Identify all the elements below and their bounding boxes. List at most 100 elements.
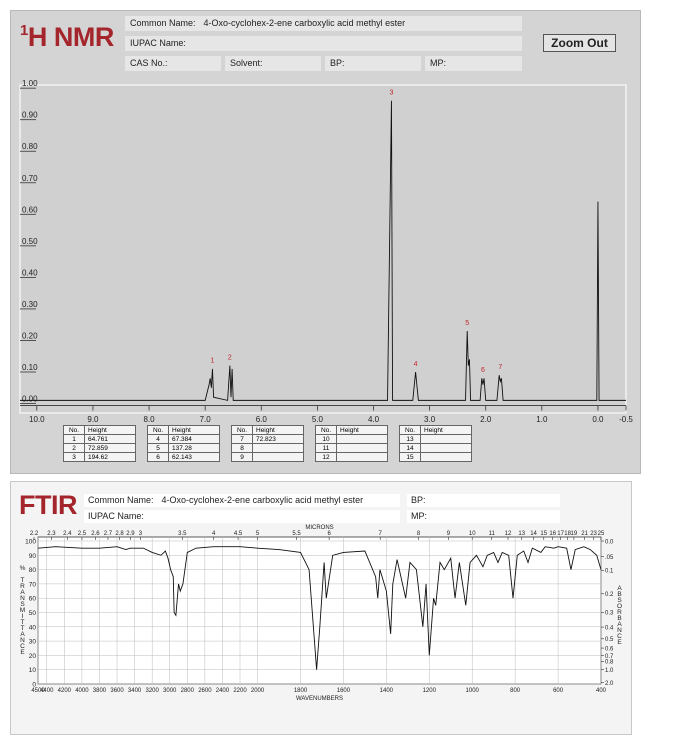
- y-tick-label: 0.10: [22, 363, 38, 372]
- field-label: CAS No.:: [130, 58, 168, 68]
- y2-tick-label: 0.0: [605, 539, 614, 545]
- peak-table: No. Height 13 14 15: [399, 425, 472, 462]
- field-label: Common Name:: [88, 495, 154, 505]
- cell: 14: [399, 443, 421, 453]
- peak-label: 7: [498, 364, 502, 371]
- x-tick-label: 1800: [294, 688, 308, 694]
- field-label: IUPAC Name:: [130, 38, 186, 48]
- x-tick-label: 2000: [251, 688, 265, 694]
- x-tick-label: 2800: [181, 688, 195, 694]
- x2-tick-label: 12: [505, 531, 512, 537]
- x2-tick-label: 23: [590, 531, 597, 537]
- header-cell: No.: [63, 425, 85, 435]
- y2-tick-label: 1.0: [605, 668, 614, 674]
- x-tick-label: 8.0: [143, 415, 155, 424]
- peak-row: 6 62.143: [147, 452, 220, 462]
- x2-tick-label: 3.5: [178, 531, 187, 537]
- peak-table: No. Height 1 64.761 2 72.859 3 194.62: [63, 425, 136, 462]
- cell: [420, 434, 472, 444]
- x-tick-label: 3400: [128, 688, 142, 694]
- spectrum-line: [37, 546, 602, 670]
- x2-tick-label: 2.9: [126, 531, 135, 537]
- peak-table: No. Height 4 67.384 5 137.28 6 62.143: [147, 425, 220, 462]
- cell: 7: [231, 434, 253, 444]
- y2-tick-label: 2.0: [605, 681, 614, 687]
- zoom-out-button[interactable]: Zoom Out: [543, 34, 616, 52]
- common-name-field: Common Name: 4-Oxo-cyclohex-2-ene carboxy…: [125, 16, 522, 31]
- header-row: No. Height: [147, 425, 220, 435]
- cell: 10: [315, 434, 337, 444]
- y-tick-label: 0.80: [22, 142, 38, 151]
- x2-axis-label: MICRONS: [305, 525, 333, 531]
- x-tick-label: 5.0: [312, 415, 324, 424]
- nmr-logo: 1H NMR: [20, 22, 114, 53]
- y-tick-label: 100: [25, 539, 36, 546]
- y2-tick-label: .05: [605, 555, 614, 561]
- cell: 5: [147, 443, 169, 453]
- x-axis-label: WAVENUMBERS: [296, 696, 343, 702]
- cell: 12: [315, 452, 337, 462]
- x2-tick-label: 4: [212, 531, 216, 537]
- peak-row: 8: [231, 443, 304, 453]
- peak-table: No. Height 10 11 12: [315, 425, 388, 462]
- x2-tick-label: 2.5: [78, 531, 87, 537]
- field-value: 4-Oxo-cyclohex-2-ene carboxylic acid met…: [203, 18, 406, 28]
- x-tick-label: 4000: [75, 688, 89, 694]
- x-tick-label: 3000: [163, 688, 177, 694]
- y2-tick-label: 0.7: [605, 654, 614, 660]
- cell: 4: [147, 434, 169, 444]
- cell: 13: [399, 434, 421, 444]
- cell: 11: [315, 443, 337, 453]
- cell: 8: [231, 443, 253, 453]
- x-tick-label: 2400: [216, 688, 230, 694]
- y-tick-label: 0.20: [22, 331, 38, 340]
- peak-label: 6: [481, 367, 485, 374]
- peak-label: 5: [465, 320, 469, 327]
- x2-tick-label: 2.8: [115, 531, 124, 537]
- y2-tick-label: 0.6: [605, 646, 614, 652]
- y-tick-label: 90: [29, 553, 37, 560]
- field-label: IUPAC Name:: [88, 511, 144, 521]
- y-tick-label: 60: [29, 596, 37, 603]
- peak-label: 3: [390, 90, 394, 97]
- x-tick-label: 1.0: [536, 415, 548, 424]
- x2-tick-label: 6: [327, 531, 331, 537]
- peak-row: 4 67.384: [147, 434, 220, 444]
- cell: [336, 434, 388, 444]
- cell: [420, 452, 472, 462]
- field-label: BP:: [411, 495, 426, 505]
- mp-field: MP:: [407, 510, 560, 523]
- peak-row: 13: [399, 434, 472, 444]
- bp-field: BP:: [407, 494, 560, 507]
- ftir-logo: FTIR: [19, 490, 78, 520]
- iupac-field: IUPAC Name:: [125, 36, 522, 51]
- x-tick-label: 3200: [145, 688, 159, 694]
- y-tick-label: 0.60: [22, 205, 38, 214]
- x2-tick-label: 19: [571, 531, 578, 537]
- cell: 64.761: [84, 434, 136, 444]
- field-label: BP:: [330, 58, 345, 68]
- cell: [336, 452, 388, 462]
- header-cell: Height: [252, 425, 304, 435]
- cell: 194.62: [84, 452, 136, 462]
- x-tick-label: 0.0: [592, 415, 604, 424]
- logo-superscript: 1: [20, 22, 28, 39]
- header-cell: No.: [315, 425, 337, 435]
- x-tick-label: 1000: [466, 688, 480, 694]
- x-tick-label: 1200: [423, 688, 437, 694]
- x2-tick-label: 2.2: [30, 531, 39, 537]
- y2-tick-label: 0.2: [605, 592, 614, 598]
- peak-row: 1 64.761: [63, 434, 136, 444]
- bp-field: BP:: [325, 56, 421, 71]
- cell: 1: [63, 434, 85, 444]
- peak-row: 12: [315, 452, 388, 462]
- peak-label: 2: [228, 355, 232, 362]
- peak-row: 5 137.28: [147, 443, 220, 453]
- iupac-field: IUPAC Name:: [84, 510, 400, 523]
- cell: 2: [63, 443, 85, 453]
- x-tick-label: 400: [596, 688, 607, 694]
- x-tick-label: 1600: [337, 688, 351, 694]
- peak-table: No. Height 7 72.823 8 9: [231, 425, 304, 462]
- mp-field: MP:: [425, 56, 522, 71]
